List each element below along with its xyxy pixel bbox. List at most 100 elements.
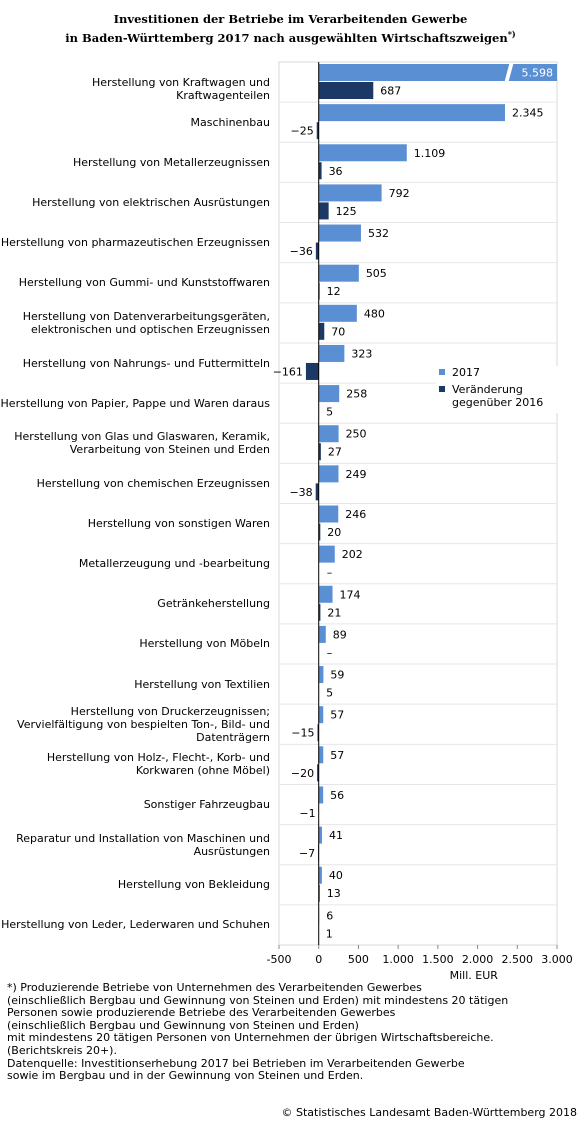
category-label: Herstellung von Holz-, Flecht-, Korb- un… [46, 751, 270, 778]
axis-break [504, 63, 514, 82]
value-label: 1.109 [414, 147, 446, 160]
value-label: 41 [329, 829, 343, 842]
category-label: Herstellung von Gummi- und Kunststoffwar… [18, 276, 270, 290]
legend-item: Veränderung gegenüber 2016 [436, 383, 558, 409]
bar [318, 706, 324, 724]
bar [318, 184, 382, 202]
value-label: 21 [327, 606, 341, 619]
value-label: −7 [299, 847, 315, 860]
category-label: Herstellung von Möbeln [139, 637, 270, 651]
bar [318, 82, 374, 99]
value-label: 12 [327, 285, 341, 298]
category-label: Herstellung von Textilien [134, 677, 270, 691]
x-tick-label: 1.500 [422, 953, 454, 966]
bar [317, 764, 319, 782]
x-tick-label: 500 [348, 953, 369, 966]
value-label: 13 [327, 887, 341, 900]
value-label: −38 [289, 486, 312, 499]
bar [318, 603, 321, 621]
legend-label: 2017 [452, 366, 480, 379]
value-label: 532 [368, 227, 389, 240]
value-label: 792 [389, 187, 410, 200]
bar [318, 625, 326, 643]
source: © Statistisches Landesamt Baden-Württemb… [281, 1106, 577, 1119]
bar [318, 344, 345, 362]
category-label: Herstellung von sonstigen Waren [87, 517, 270, 531]
value-label: 59 [330, 669, 344, 682]
category-label: Herstellung von pharmazeutischen Erzeugn… [0, 236, 270, 250]
value-label: −36 [290, 245, 313, 258]
category-label: Reparatur und Installation von Maschinen… [16, 831, 270, 858]
value-label: 57 [330, 749, 344, 762]
bar [318, 144, 407, 162]
value-label: 6 [326, 909, 333, 922]
bar [318, 545, 335, 563]
category-label: Sonstiger Fahrzeugbau [143, 798, 270, 812]
value-label: 5.598 [522, 67, 554, 80]
bar [318, 162, 322, 180]
bar [318, 884, 320, 902]
category-label: Herstellung von chemischen Erzeugnissen [36, 476, 270, 490]
bar [318, 465, 339, 483]
bar [316, 122, 319, 140]
legend: 2017 Veränderung gegenüber 2016 [436, 366, 558, 413]
x-tick-label: -500 [267, 953, 292, 966]
value-label: 89 [333, 628, 347, 641]
bar [318, 523, 321, 541]
category-label: Metallerzeugung und -bearbeitung [78, 557, 270, 571]
title-text: Investitionen der Betriebe im Verarbeite… [65, 12, 508, 45]
value-label: 249 [345, 468, 366, 481]
value-label: 202 [342, 548, 363, 561]
bar [318, 505, 339, 523]
bar [318, 264, 359, 282]
category-label: Herstellung von Kraftwagen und Kraftwage… [92, 75, 270, 102]
value-label: 5 [326, 687, 333, 700]
value-label: 258 [346, 388, 367, 401]
category-label: Herstellung von Bekleidung [117, 878, 270, 892]
value-label: 2.345 [512, 107, 543, 120]
x-tick-label: 3.000 [541, 953, 573, 966]
bar [318, 666, 324, 684]
bar [315, 242, 319, 260]
title-note: *) [507, 29, 516, 39]
bar [318, 826, 322, 844]
footnote: *) Produzierende Betriebe von Unternehme… [7, 981, 509, 1083]
category-label: Herstellung von Leder, Lederwaren und Sc… [1, 918, 270, 932]
value-label: 56 [330, 789, 344, 802]
bar [318, 322, 325, 340]
x-axis-label: Mill. EUR [450, 969, 499, 982]
value-label: −1 [299, 807, 315, 820]
category-label: Getränkeherstellung [157, 597, 270, 611]
value-label: 1 [326, 927, 333, 940]
legend-label: Veränderung gegenüber 2016 [452, 383, 544, 409]
category-label: Herstellung von Glas und Glaswaren, Kera… [14, 430, 270, 457]
value-label: −15 [291, 727, 314, 740]
value-label: 70 [331, 325, 345, 338]
legend-swatch [439, 386, 445, 392]
bar [318, 585, 333, 603]
category-label: Herstellung von Datenverarbeitungsgeräte… [22, 309, 270, 336]
x-tick-label: 1.000 [382, 953, 414, 966]
value-label: 5 [326, 406, 333, 419]
bar [318, 425, 339, 443]
value-label: 687 [380, 85, 401, 98]
bar [318, 443, 321, 461]
value-label: −20 [291, 767, 314, 780]
value-label: 20 [327, 526, 341, 539]
x-tick-label: 0 [315, 953, 322, 966]
bar [318, 202, 329, 220]
legend-item: 2017 [436, 366, 558, 379]
value-label: 36 [329, 165, 343, 178]
value-label: 505 [366, 267, 387, 280]
value-label: 57 [330, 709, 344, 722]
category-label: Herstellung von Papier, Pappe und Waren … [0, 396, 270, 410]
bar [318, 224, 361, 242]
category-label: Herstellung von Druckerzeugnissen; Vervi… [17, 704, 270, 744]
bar [318, 64, 557, 81]
bar [305, 362, 319, 380]
x-tick-label: 2.500 [502, 953, 534, 966]
value-label: 27 [328, 446, 342, 459]
category-label: Herstellung von Metallerzeugnissen [72, 155, 270, 169]
